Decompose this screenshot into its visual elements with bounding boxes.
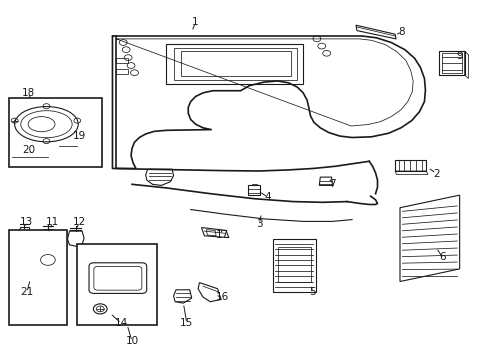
Text: 17: 17	[215, 230, 229, 240]
Text: 18: 18	[21, 88, 35, 98]
Text: 5: 5	[309, 287, 316, 297]
Bar	[77, 244, 157, 325]
Text: 20: 20	[22, 145, 35, 156]
Text: 9: 9	[455, 51, 462, 61]
Bar	[9, 230, 67, 325]
Text: 11: 11	[46, 217, 60, 228]
Text: 1: 1	[192, 17, 199, 27]
Text: 12: 12	[72, 217, 86, 228]
Text: 14: 14	[114, 318, 128, 328]
Text: 15: 15	[180, 318, 193, 328]
Text: 7: 7	[328, 179, 335, 189]
Text: 2: 2	[432, 168, 439, 179]
Text: 8: 8	[398, 27, 405, 37]
Text: 4: 4	[264, 192, 271, 202]
Text: 10: 10	[125, 336, 138, 346]
Text: 19: 19	[72, 131, 86, 141]
Text: 21: 21	[20, 287, 34, 297]
Bar	[9, 98, 102, 167]
Text: 6: 6	[438, 252, 445, 262]
Text: 16: 16	[215, 292, 229, 302]
Text: 3: 3	[255, 219, 262, 229]
Text: 13: 13	[20, 217, 34, 228]
